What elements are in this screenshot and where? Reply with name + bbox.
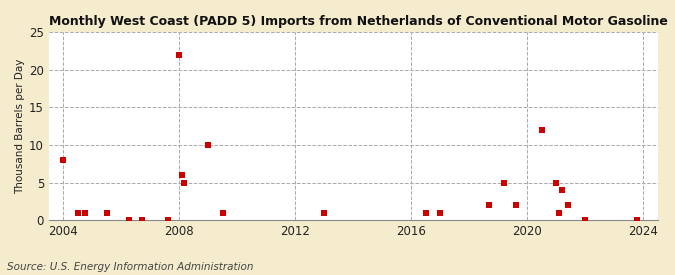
Text: Source: U.S. Energy Information Administration: Source: U.S. Energy Information Administ…	[7, 262, 253, 272]
Point	[58, 158, 69, 162]
Point	[562, 203, 573, 207]
Point	[179, 180, 190, 185]
Point	[580, 218, 591, 222]
Point	[162, 218, 173, 222]
Point	[536, 128, 547, 132]
Text: Monthly West Coast (PADD 5) Imports from Netherlands of Conventional Motor Gasol: Monthly West Coast (PADD 5) Imports from…	[49, 15, 668, 28]
Point	[174, 52, 185, 57]
Point	[556, 188, 567, 192]
Point	[101, 210, 112, 215]
Point	[124, 218, 134, 222]
Point	[484, 203, 495, 207]
Point	[510, 203, 521, 207]
Point	[632, 218, 643, 222]
Point	[551, 180, 562, 185]
Point	[554, 210, 564, 215]
Point	[421, 210, 431, 215]
Point	[176, 173, 187, 177]
Point	[136, 218, 147, 222]
Point	[203, 143, 214, 147]
Point	[80, 210, 90, 215]
Point	[217, 210, 228, 215]
Point	[319, 210, 329, 215]
Point	[499, 180, 510, 185]
Point	[435, 210, 446, 215]
Y-axis label: Thousand Barrels per Day: Thousand Barrels per Day	[15, 58, 25, 194]
Point	[72, 210, 83, 215]
